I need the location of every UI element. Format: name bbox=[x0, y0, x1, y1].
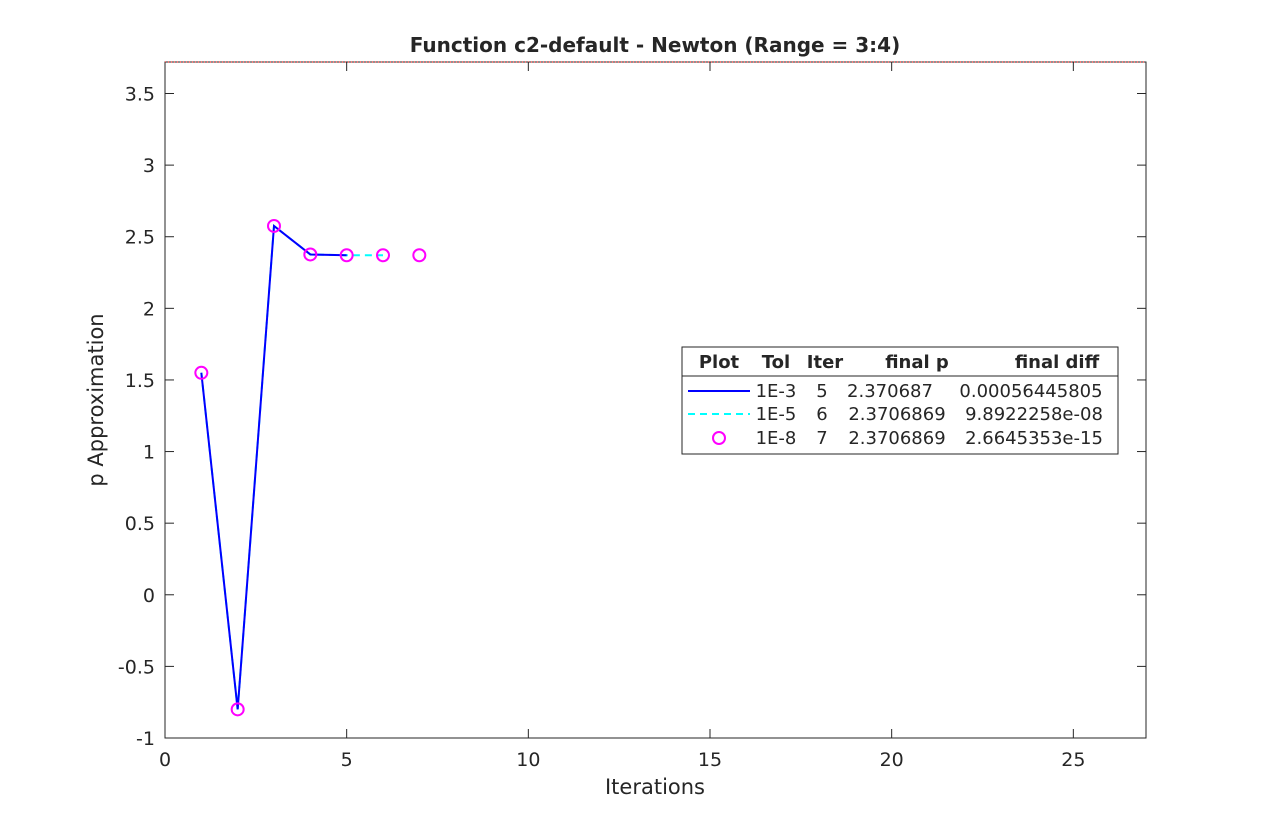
legend-row: 1E-5 6 2.3706869 9.8922258e-08 bbox=[688, 404, 1103, 425]
legend-final-p: 2.370687 bbox=[847, 381, 933, 402]
legend-iter: 7 bbox=[816, 428, 827, 449]
y-tick-label: 3.5 bbox=[125, 84, 155, 106]
y-tick-label: -0.5 bbox=[118, 656, 155, 678]
x-axis-label: Iterations bbox=[605, 775, 705, 799]
y-tick-label: 3 bbox=[143, 155, 155, 177]
legend-row: 1E-3 5 2.370687 0.00056445805 bbox=[688, 381, 1103, 402]
x-tick-label: 0 bbox=[159, 749, 171, 771]
x-tick-label: 20 bbox=[880, 749, 904, 771]
x-tick-label: 10 bbox=[516, 749, 540, 771]
legend-iter: 6 bbox=[816, 404, 827, 425]
legend-header-tol: Tol bbox=[762, 352, 790, 373]
x-tick-label: 25 bbox=[1061, 749, 1085, 771]
legend-header-final-p: final p bbox=[885, 352, 949, 373]
axis-ticks bbox=[164, 62, 1146, 739]
y-tick-label: 0.5 bbox=[125, 513, 155, 535]
legend-final-p: 2.3706869 bbox=[848, 404, 945, 425]
x-tick-label: 15 bbox=[698, 749, 722, 771]
data-point-circle bbox=[194, 365, 209, 380]
legend-row: 1E-8 7 2.3706869 2.6645353e-15 bbox=[712, 428, 1103, 449]
y-axis-label: p Approximation bbox=[84, 313, 108, 486]
legend-final-diff: 9.8922258e-08 bbox=[965, 404, 1103, 425]
legend-tol: 1E-8 bbox=[756, 428, 797, 449]
legend-header-iter: Iter bbox=[807, 352, 844, 373]
legend-swatch-circle bbox=[712, 431, 726, 445]
data-point-circle bbox=[339, 248, 354, 263]
legend-header-plot: Plot bbox=[699, 352, 740, 373]
y-tick-label: -1 bbox=[136, 728, 155, 750]
data-point-circle bbox=[267, 218, 281, 233]
legend-tol: 1E-3 bbox=[756, 381, 797, 402]
series-layer bbox=[194, 218, 427, 717]
y-tick-label: 0 bbox=[143, 585, 155, 607]
y-tick-label: 1 bbox=[143, 442, 155, 464]
chart-title: Function c2-default - Newton (Range = 3:… bbox=[410, 33, 900, 57]
legend-iter: 5 bbox=[816, 381, 827, 402]
series-line-solid bbox=[200, 224, 347, 710]
data-point-circle bbox=[376, 248, 390, 263]
legend-final-diff: 2.6645353e-15 bbox=[965, 428, 1103, 449]
y-tick-label: 2.5 bbox=[125, 227, 155, 249]
legend: Plot Tol Iter final p final diff 1E-3 5 … bbox=[681, 346, 1119, 455]
legend-header-final-diff: final diff bbox=[1015, 352, 1100, 373]
data-point-circle bbox=[303, 247, 318, 262]
axis-tick-labels: 0 5 10 15 20 25 -1 -0.5 0 0.5 1 1.5 2 2.5 3 3.5 bbox=[118, 84, 1086, 771]
y-tick-label: 2 bbox=[143, 298, 155, 320]
legend-final-diff: 0.00056445805 bbox=[959, 381, 1102, 402]
legend-box bbox=[681, 346, 1119, 455]
x-tick-label: 5 bbox=[341, 749, 353, 771]
legend-final-p: 2.3706869 bbox=[848, 428, 945, 449]
legend-tol: 1E-5 bbox=[756, 404, 797, 425]
data-point-circle bbox=[412, 248, 427, 263]
y-tick-label: 1.5 bbox=[125, 370, 155, 392]
data-point-circle bbox=[230, 702, 245, 717]
